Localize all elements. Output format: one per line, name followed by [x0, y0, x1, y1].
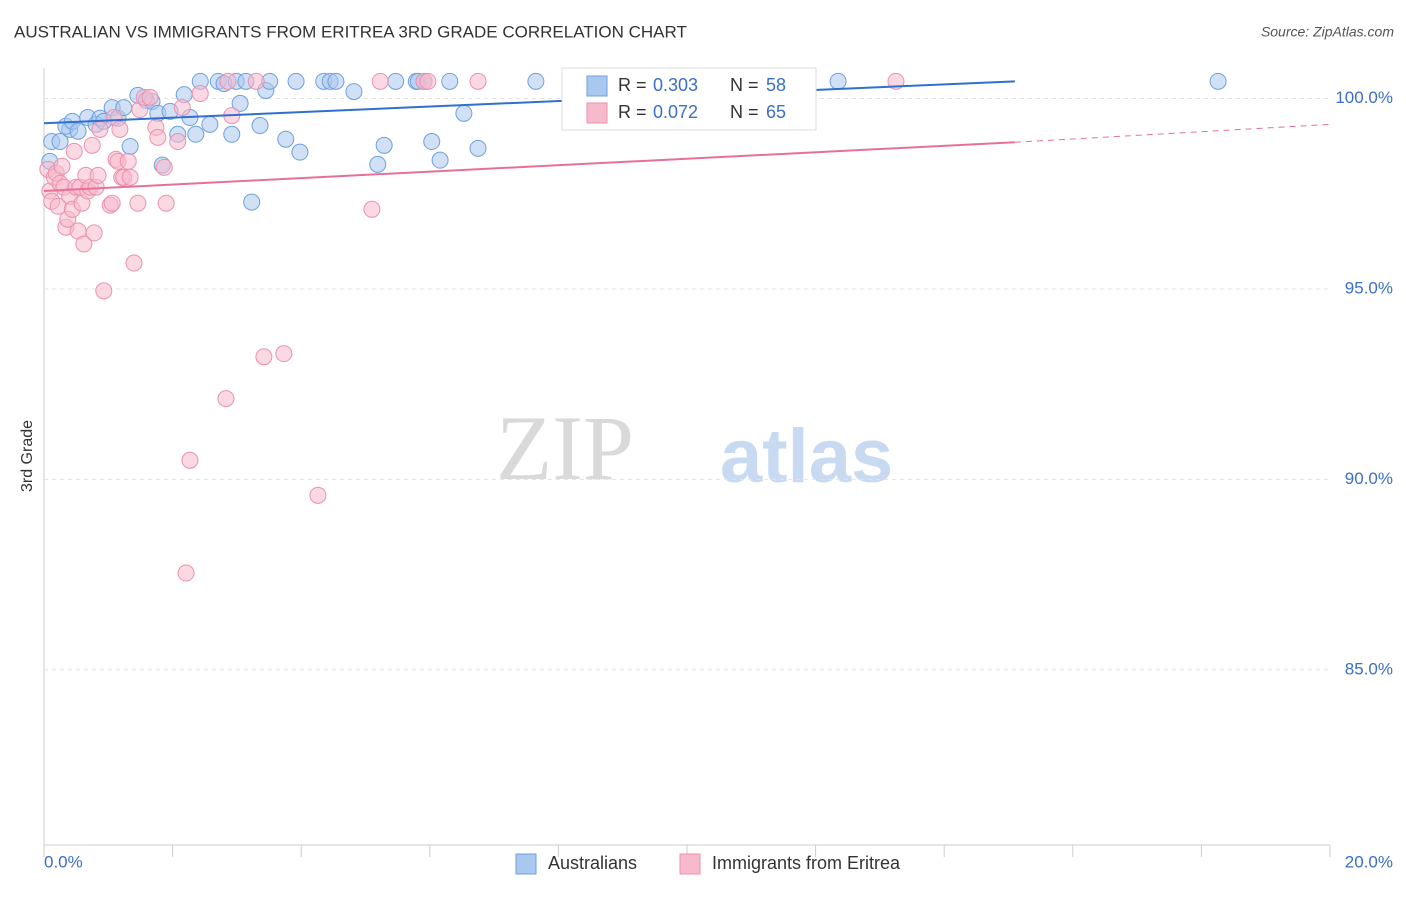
- point: [441, 72, 459, 90]
- point: [187, 125, 205, 143]
- point: [149, 128, 167, 146]
- point: [125, 254, 143, 272]
- point: [345, 83, 363, 101]
- trend-lines: [43, 80, 1331, 193]
- point: [75, 235, 93, 253]
- point: [829, 72, 847, 90]
- point: [469, 139, 487, 157]
- point: [1209, 72, 1227, 90]
- legend-swatch: [586, 75, 608, 97]
- legend-swatch: [515, 853, 537, 875]
- point: [247, 72, 265, 90]
- point: [251, 117, 269, 135]
- point: [121, 137, 139, 155]
- point: [291, 143, 309, 161]
- point: [327, 72, 345, 90]
- legend-swatch: [586, 102, 608, 124]
- point: [85, 224, 103, 242]
- point: [65, 142, 83, 160]
- point: [223, 125, 241, 143]
- point: [91, 120, 109, 138]
- point: [255, 348, 273, 366]
- point: [201, 115, 219, 133]
- bottom-legend: Australians Immigrants from Eritrea: [515, 853, 901, 875]
- point: [121, 168, 139, 186]
- legend-n-label: N =: [730, 102, 759, 122]
- watermark: atlas: [720, 414, 893, 499]
- legend-label: Australians: [548, 853, 637, 873]
- point: [469, 72, 487, 90]
- legend-r-label: R =: [618, 75, 647, 95]
- trend-line: [43, 80, 1015, 125]
- point: [141, 88, 159, 106]
- point: [309, 486, 327, 504]
- point: [217, 390, 235, 408]
- y-axis-label: 3rd Grade: [19, 420, 36, 492]
- point: [369, 155, 387, 173]
- point: [231, 94, 249, 112]
- x-tick-label: 20.0%: [1345, 852, 1393, 871]
- point: [119, 152, 137, 170]
- point: [95, 282, 113, 300]
- legend-n-label: N =: [730, 75, 759, 95]
- point: [387, 72, 405, 90]
- trend-line: [1014, 123, 1331, 143]
- point: [69, 122, 87, 140]
- point: [51, 133, 69, 151]
- point: [157, 194, 175, 212]
- point: [155, 158, 173, 176]
- y-tick-label: 85.0%: [1345, 659, 1393, 678]
- legend-n-value: 65: [766, 102, 786, 122]
- legend-r-value: 0.072: [653, 102, 698, 122]
- point: [83, 136, 101, 154]
- point: [243, 193, 261, 211]
- watermark: ZIP: [496, 397, 634, 499]
- y-tick-label: 90.0%: [1345, 469, 1393, 488]
- y-tick-label: 100.0%: [1335, 88, 1393, 107]
- point: [277, 130, 295, 148]
- point: [173, 99, 191, 117]
- point: [111, 120, 129, 138]
- point: [177, 564, 195, 582]
- point: [103, 194, 121, 212]
- x-tick-label: 0.0%: [44, 852, 83, 871]
- legend-r-label: R =: [618, 102, 647, 122]
- chart-title: AUSTRALIAN VS IMMIGRANTS FROM ERITREA 3R…: [14, 22, 687, 41]
- point: [89, 166, 107, 184]
- legend-r-value: 0.303: [653, 75, 698, 95]
- point: [419, 72, 437, 90]
- point: [375, 136, 393, 154]
- legend-swatch: [679, 853, 701, 875]
- source: Source: ZipAtlas.com: [1261, 24, 1394, 40]
- point: [527, 72, 545, 90]
- point: [275, 345, 293, 363]
- point: [363, 200, 381, 218]
- point: [287, 72, 305, 90]
- point: [455, 104, 473, 122]
- point: [191, 85, 209, 103]
- point: [219, 72, 237, 90]
- point: [53, 157, 71, 175]
- trend-line: [43, 141, 1015, 193]
- point: [129, 194, 147, 212]
- point: [181, 451, 199, 469]
- legend: R = 0.303 N = 58 R = 0.072 N = 65: [561, 67, 817, 131]
- point: [423, 133, 441, 151]
- y-tick-label: 95.0%: [1345, 278, 1393, 297]
- legend-n-value: 58: [766, 75, 786, 95]
- legend-label: Immigrants from Eritrea: [712, 853, 901, 873]
- point: [371, 72, 389, 90]
- points: [39, 72, 1227, 582]
- point: [169, 133, 187, 151]
- grid: 85.0% 90.0% 95.0% 100.0% 0.0% 20.0%: [43, 68, 1393, 871]
- point: [431, 151, 449, 169]
